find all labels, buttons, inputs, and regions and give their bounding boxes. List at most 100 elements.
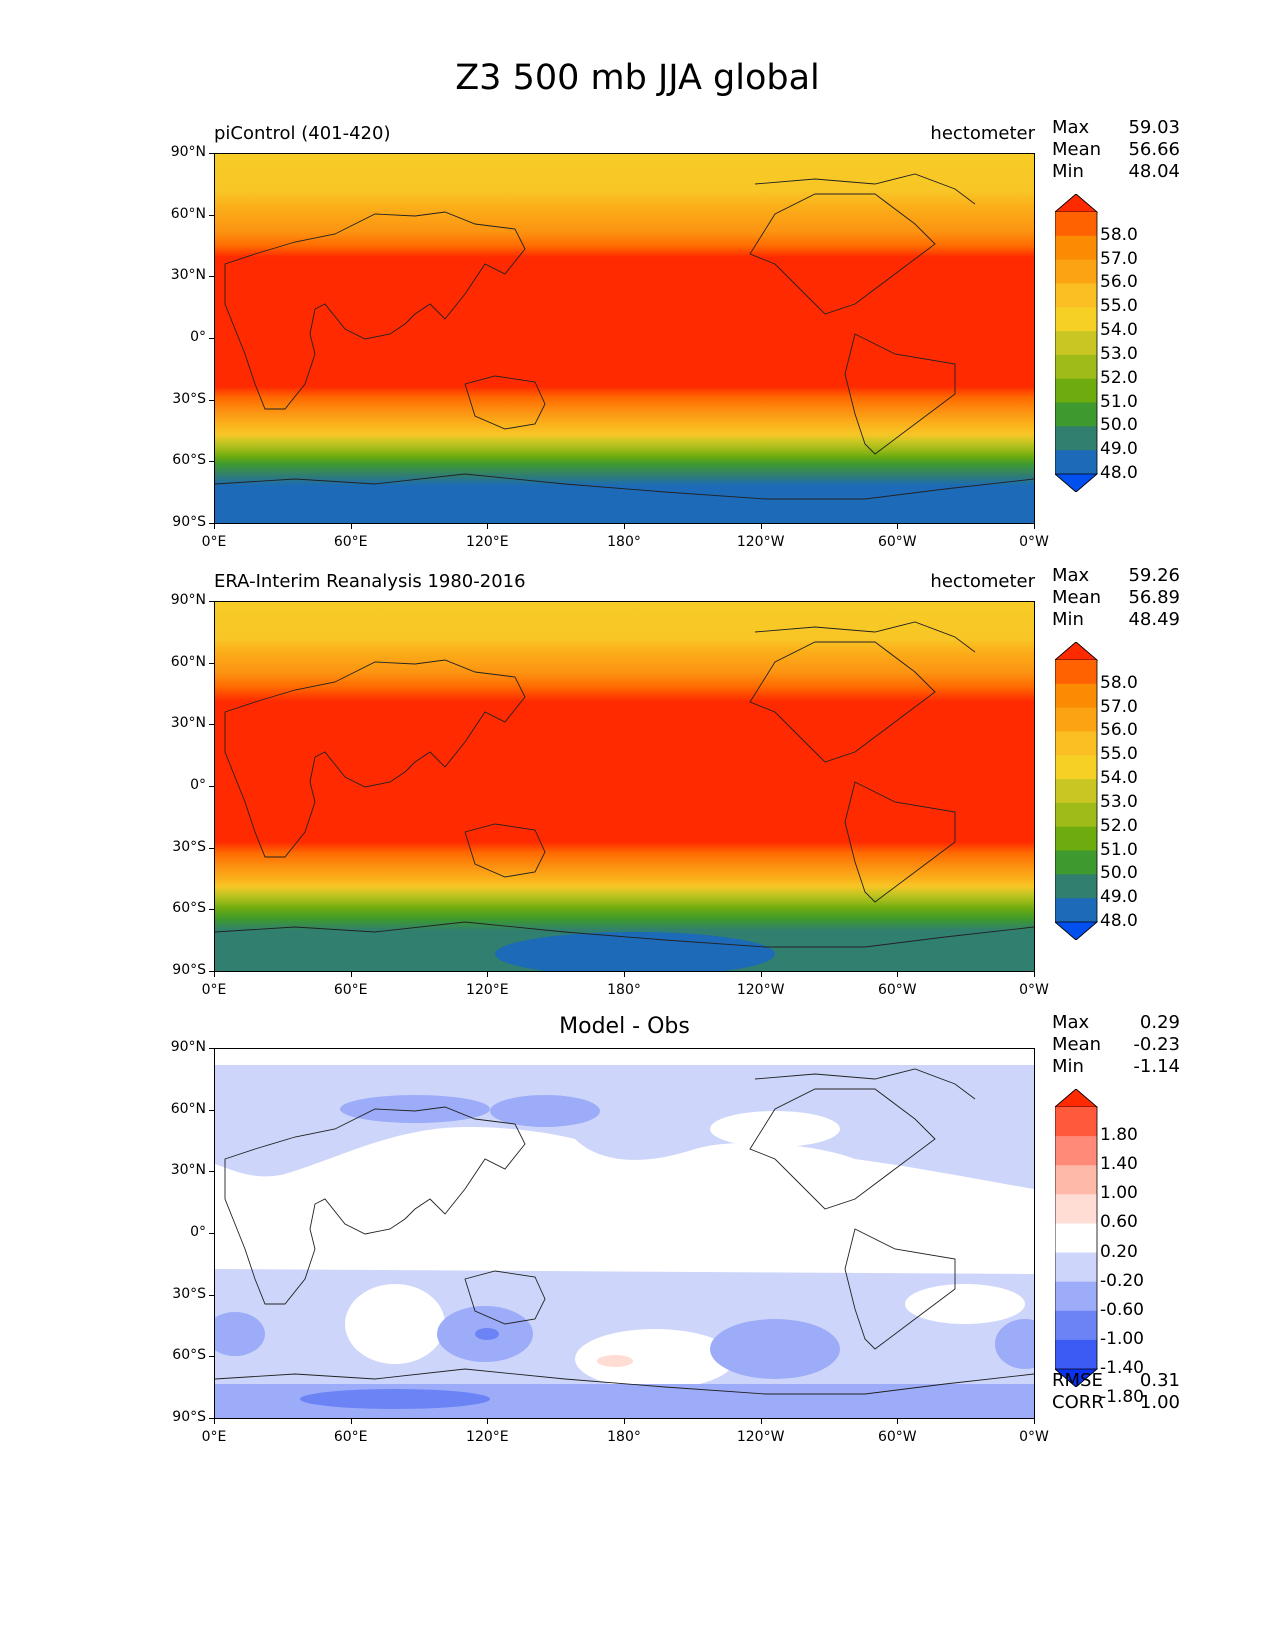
x-tick-label: 60°E [333, 534, 368, 550]
stat-max-label: Max [1052, 117, 1090, 138]
y-tick-mark [209, 724, 214, 726]
colorbar-label: 49.0 [1100, 439, 1138, 460]
x-tick-mark [624, 972, 625, 977]
stat-min-value: -1.14 [1133, 1056, 1180, 1077]
x-tick-label: 60°W [877, 982, 917, 998]
colorbar-outline [1054, 193, 1098, 493]
colorbar-swatch [1055, 426, 1097, 451]
x-tick-mark [487, 1419, 489, 1424]
x-tick-mark [487, 972, 489, 977]
colorbar-swatch [1055, 1107, 1097, 1137]
x-tick-mark [1034, 972, 1035, 977]
colorbar-label: 1.40 [1100, 1154, 1138, 1175]
panel-title: piControl (401-420) [214, 123, 391, 144]
colorbar-label: 56.0 [1100, 272, 1138, 293]
stat-mean-value: 56.89 [1128, 587, 1180, 608]
y-tick-label: 30°N [170, 1162, 206, 1179]
colorbar-swatch [1055, 826, 1097, 852]
x-tick-mark [897, 972, 899, 977]
x-tick-mark [760, 1419, 762, 1424]
y-tick-label: 90°S [172, 962, 206, 978]
x-tick-label: 60°E [333, 982, 368, 998]
colorbar-label: 51.0 [1100, 391, 1138, 412]
stat-mean-label: Mean [1052, 587, 1102, 608]
colorbar-swatch [1055, 1339, 1097, 1370]
y-tick-mark [209, 662, 214, 664]
colorbar-swatch [1055, 402, 1097, 427]
y-tick-label: 60°N [170, 1100, 206, 1117]
colorbar-swatch [1055, 1281, 1097, 1312]
colorbar-graphic [1053, 641, 1099, 941]
colorbar-label: 48.0 [1100, 463, 1138, 483]
x-tick-label: 0°W [1019, 982, 1049, 998]
colorbar [1053, 641, 1100, 941]
colorbar [1053, 1088, 1100, 1388]
colorbar-swatch [1055, 1136, 1097, 1166]
model-panel: piControl (401-420) hectometer Max Mean … [0, 117, 1275, 550]
y-tick-label: 60°N [170, 653, 206, 670]
colorbar-swatch [1055, 1252, 1097, 1283]
stat-max-value: 59.26 [1128, 565, 1180, 586]
x-tick-mark [897, 524, 899, 529]
colorbar-label: 54.0 [1100, 320, 1138, 341]
x-tick-mark [214, 524, 215, 529]
colorbar-extend-max [1053, 641, 1099, 661]
colorbar-label: 56.0 [1100, 720, 1138, 741]
colorbar-label: -1.40 [1100, 1358, 1144, 1378]
colorbar-label: 52.0 [1100, 367, 1138, 388]
map-plot [214, 1048, 1035, 1419]
colorbar-label: -0.60 [1100, 1299, 1144, 1320]
colorbar-swatch [1055, 755, 1097, 780]
colorbar-swatch [1055, 1165, 1097, 1195]
y-tick-mark [209, 1418, 214, 1419]
colorbar-swatch [1055, 354, 1097, 380]
y-tick-mark [209, 1109, 214, 1111]
x-tick-mark [1034, 1419, 1035, 1424]
y-tick-mark [209, 276, 214, 278]
colorbar-swatch [1055, 850, 1097, 875]
colorbar-label: 55.0 [1100, 744, 1138, 765]
colorbar-label: -0.20 [1100, 1270, 1144, 1291]
y-tick-label: 90°N [170, 592, 206, 608]
stat-mean-value: -0.23 [1133, 1034, 1180, 1055]
x-tick-label: 0°E [201, 982, 227, 998]
x-tick-mark [350, 1419, 352, 1424]
x-tick-label: 120°E [466, 1429, 509, 1445]
colorbar-graphic [1053, 193, 1099, 493]
colorbar-swatch [1055, 212, 1097, 237]
y-tick-mark [209, 1356, 214, 1358]
y-tick-mark [209, 461, 214, 463]
x-tick-label: 0°W [1019, 534, 1049, 550]
y-tick-mark [209, 1048, 214, 1049]
colorbar-label: 52.0 [1100, 815, 1138, 836]
colorbar-swatch [1055, 283, 1097, 308]
y-tick-mark [209, 523, 214, 524]
y-tick-label: 60°S [172, 1347, 206, 1364]
y-tick-label: 0° [190, 329, 206, 345]
y-tick-mark [209, 214, 214, 216]
colorbar-swatch [1055, 1194, 1097, 1224]
colorbar-label: 57.0 [1100, 248, 1138, 269]
colorbar-label: -1.00 [1100, 1328, 1144, 1349]
panel-title: Model - Obs [559, 1014, 690, 1039]
colorbar-label: 1.80 [1100, 1125, 1138, 1146]
rmse-value: 0.31 [1139, 1370, 1180, 1391]
obs-panel: ERA-Interim Reanalysis 1980-2016 hectome… [0, 565, 1275, 998]
y-tick-label: 60°S [172, 900, 206, 917]
x-tick-label: 180° [607, 982, 641, 998]
colorbar-label: 53.0 [1100, 791, 1138, 812]
x-tick-mark [760, 524, 762, 529]
x-tick-mark [760, 972, 762, 977]
stat-max-value: 59.03 [1128, 117, 1180, 138]
colorbar-label: 48.0 [1100, 911, 1138, 931]
colorbar-swatch [1055, 802, 1097, 828]
y-tick-mark [209, 786, 214, 787]
x-tick-label: 120°E [466, 982, 509, 998]
map-plot [214, 153, 1035, 524]
colorbar-label: 57.0 [1100, 696, 1138, 717]
x-tick-mark [214, 972, 215, 977]
stat-min-value: 48.49 [1128, 609, 1180, 630]
x-tick-mark [350, 972, 352, 977]
colorbar-swatch [1055, 898, 1097, 923]
y-tick-label: 90°N [170, 1039, 206, 1055]
